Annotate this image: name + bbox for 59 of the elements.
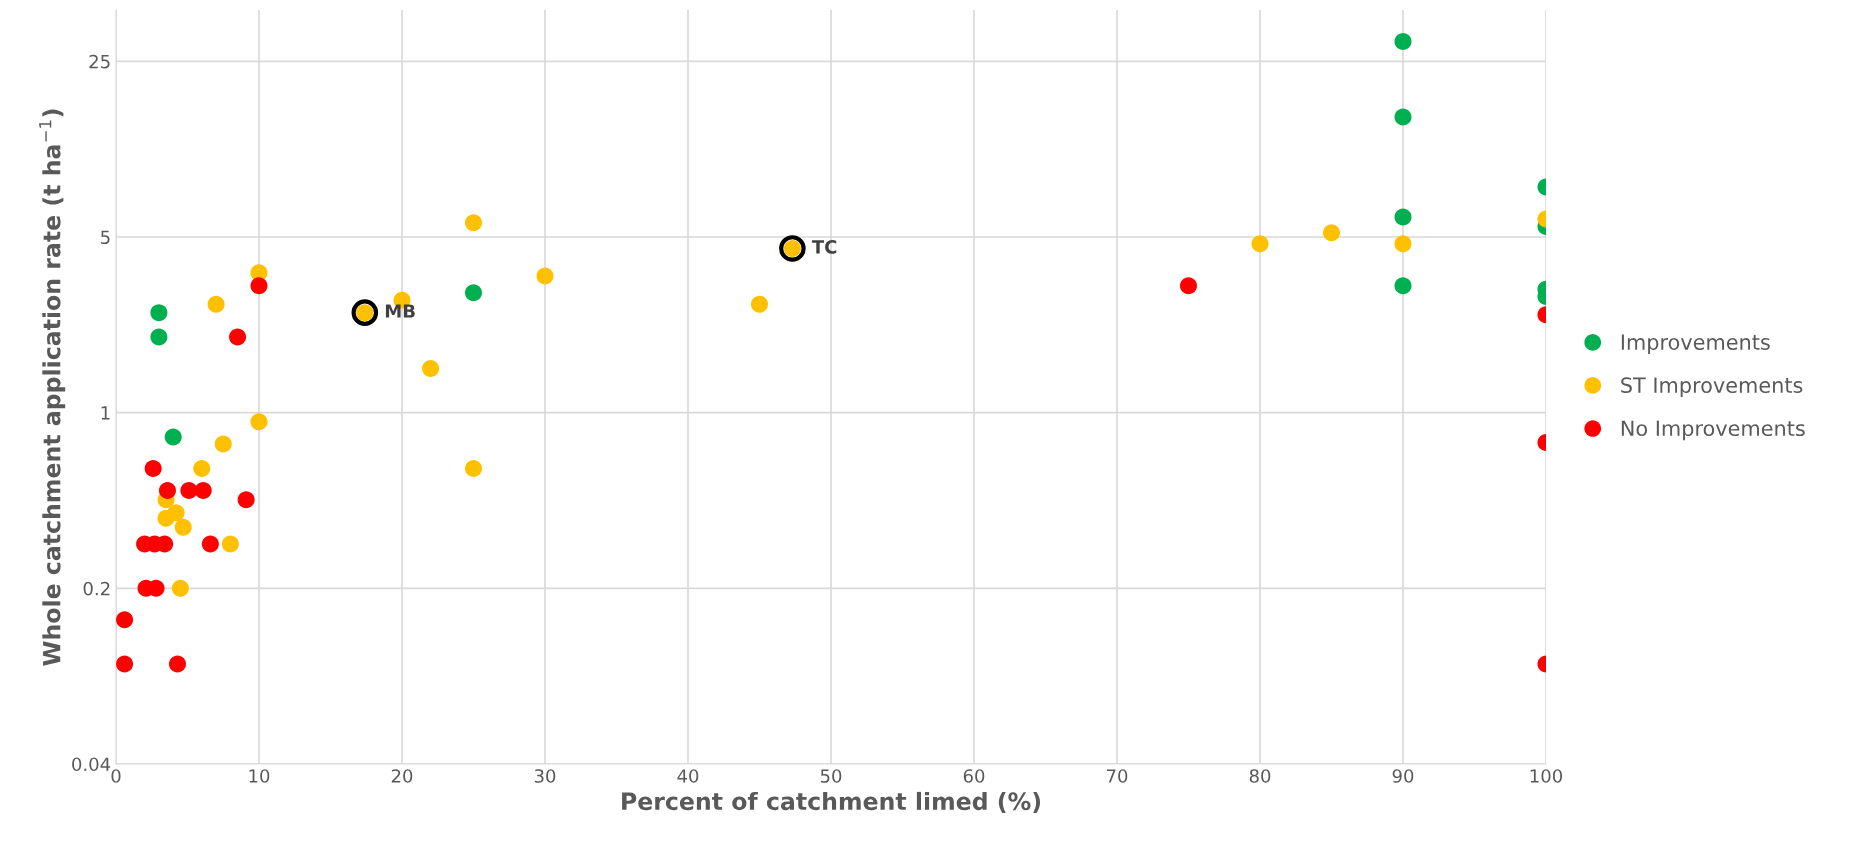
point bbox=[157, 509, 175, 527]
point bbox=[221, 535, 239, 553]
annotation: MB bbox=[385, 304, 415, 318]
point bbox=[116, 655, 134, 673]
point bbox=[250, 413, 268, 431]
x-tick-label: 90 bbox=[1392, 769, 1414, 783]
point bbox=[180, 482, 198, 500]
y-tick-label: 25 bbox=[89, 54, 110, 69]
y-tick-label: 1 bbox=[101, 406, 110, 420]
y-tick-label: 5 bbox=[101, 230, 110, 245]
point bbox=[1394, 32, 1412, 50]
point bbox=[171, 579, 189, 597]
point bbox=[1179, 277, 1198, 295]
point bbox=[150, 328, 168, 346]
point bbox=[116, 611, 134, 629]
annotation: TC bbox=[811, 240, 837, 254]
point bbox=[237, 491, 255, 509]
x-tick-label: 0 bbox=[111, 769, 121, 783]
x-tick-label: 70 bbox=[1106, 769, 1128, 783]
point bbox=[464, 214, 483, 232]
y-axis-title: Whole catchment application rate (t ha$^{−1}$) bbox=[39, 109, 66, 666]
y-tick-label: 0.04 bbox=[72, 757, 111, 772]
point bbox=[229, 328, 247, 346]
legend-label: No Improvements bbox=[1621, 420, 1805, 441]
legend-label: ST Improvements bbox=[1621, 377, 1803, 398]
point bbox=[464, 459, 483, 477]
x-tick-label: 60 bbox=[963, 769, 985, 783]
y-tick-label: 0.2 bbox=[83, 581, 110, 596]
point bbox=[193, 459, 211, 477]
point bbox=[1322, 224, 1341, 242]
x-tick-label: 100 bbox=[1530, 769, 1563, 783]
x-tick-label: 20 bbox=[391, 769, 413, 783]
point bbox=[1394, 108, 1412, 126]
x-tick-label: 30 bbox=[534, 769, 556, 783]
point bbox=[174, 518, 192, 536]
point bbox=[1251, 235, 1269, 253]
point bbox=[201, 535, 219, 553]
point bbox=[250, 277, 268, 295]
legend-label: Improvements bbox=[1621, 334, 1770, 354]
x-axis-title: Percent of catchment limed (%) bbox=[622, 791, 1041, 813]
point bbox=[1394, 208, 1412, 226]
point bbox=[158, 482, 176, 500]
x-tick-label: 50 bbox=[820, 769, 842, 783]
point bbox=[214, 435, 232, 453]
point bbox=[207, 295, 225, 313]
point bbox=[144, 459, 162, 477]
x-tick-label: 10 bbox=[249, 769, 270, 783]
point bbox=[464, 284, 483, 302]
point bbox=[164, 428, 182, 446]
point bbox=[1394, 235, 1412, 253]
x-tick-label: 40 bbox=[677, 769, 699, 783]
point bbox=[194, 482, 212, 500]
point bbox=[150, 304, 168, 322]
x-tick-label: 80 bbox=[1249, 769, 1271, 783]
point bbox=[536, 267, 554, 285]
point bbox=[1394, 277, 1412, 295]
point bbox=[168, 655, 186, 673]
point bbox=[422, 359, 440, 377]
point bbox=[750, 295, 769, 313]
